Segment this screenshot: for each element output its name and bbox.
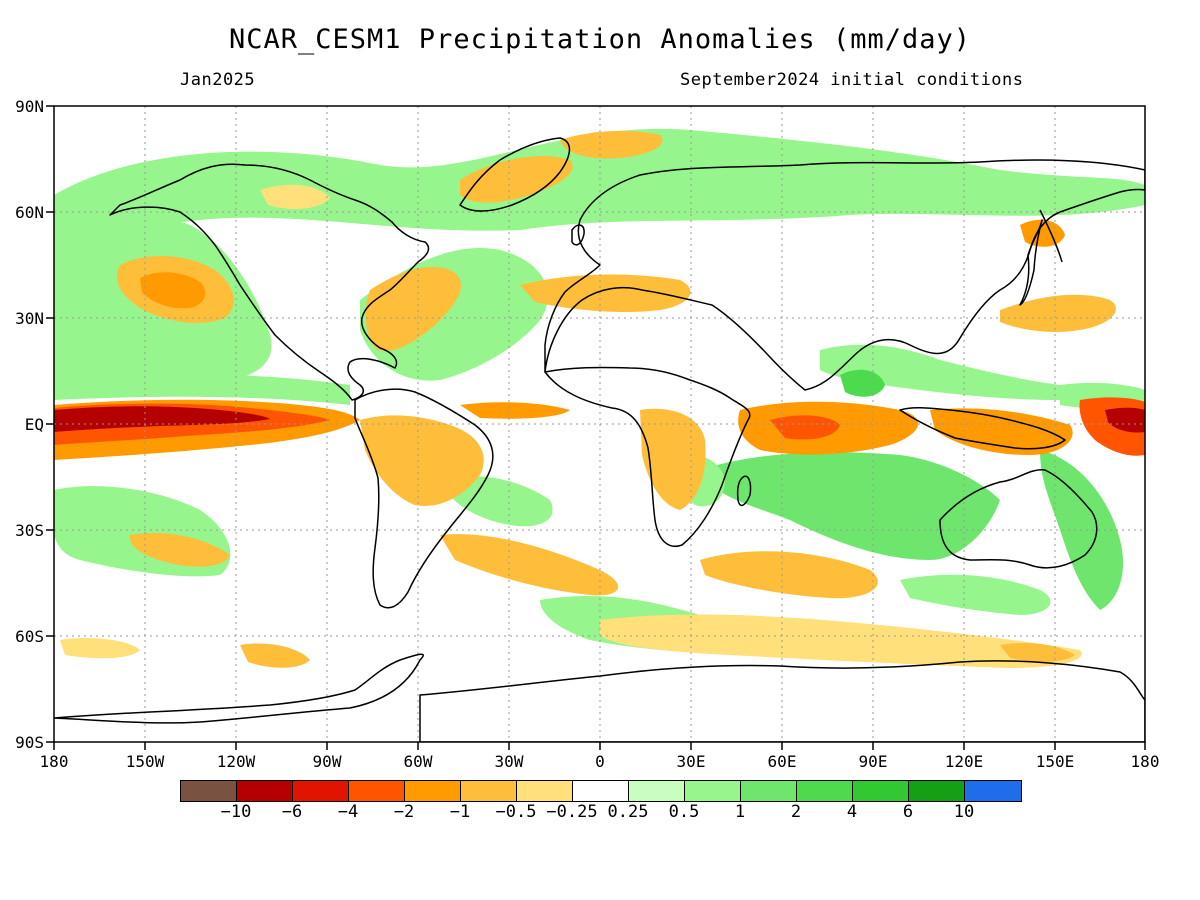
colorbar-box	[181, 781, 237, 801]
lon-label-90w: 90W	[312, 752, 342, 771]
initial-conditions: September2024 initial conditions	[680, 70, 1024, 90]
colorbar-box	[909, 781, 965, 801]
lon-label-60w: 60W	[403, 752, 433, 771]
colorbar-label: 4	[846, 802, 858, 822]
colorbar-box	[685, 781, 741, 801]
lat-label-90n: 90N	[15, 97, 44, 116]
colorbar-box	[293, 781, 349, 801]
coast-kamchatka	[1039, 209, 1063, 263]
colorbar-box	[853, 781, 909, 801]
lon-label-120w: 120W	[216, 752, 256, 771]
colorbar	[180, 780, 1022, 802]
anomaly-dry-north-atlantic-high	[260, 184, 330, 210]
lat-label-30n: 30N	[15, 309, 44, 328]
lat-label-60s: 60S	[15, 627, 44, 646]
lon-label-30e: 30E	[676, 752, 706, 771]
lat-label-60n: 60N	[15, 203, 44, 222]
lat-label-90s: 90S	[15, 733, 44, 752]
anomaly-field	[54, 128, 1145, 668]
colorbar-box	[629, 781, 685, 801]
coast-madagascar	[736, 475, 752, 507]
colorbar-label: 0.25	[607, 802, 649, 822]
valid-month: Jan2025	[180, 70, 256, 90]
colorbar-label: −6	[281, 802, 303, 822]
colorbar-label: −10	[220, 802, 252, 822]
colorbar-label: 10	[953, 802, 975, 822]
coast-uk	[571, 224, 585, 246]
coast-maritime-continent	[899, 406, 1066, 450]
coast-japan	[1019, 219, 1043, 306]
anomaly-dry-southern-ocean	[600, 614, 1082, 668]
anomaly-dry-europe	[520, 274, 691, 313]
coastlines	[54, 137, 1145, 742]
axis-ticks	[46, 105, 1146, 750]
colorbar-label: −1	[449, 802, 471, 822]
lon-label-120e: 120E	[944, 752, 984, 771]
coast-north-america	[109, 163, 430, 401]
colorbar-box	[517, 781, 573, 801]
anomaly-dry-greenland	[460, 156, 573, 203]
colorbar-label: 0.5	[668, 802, 700, 822]
colorbar-label: 2	[790, 802, 802, 822]
anomaly-dry-northwest-pacific	[1000, 294, 1116, 333]
colorbar-box	[237, 781, 293, 801]
anomaly-dry-southwest-atlantic	[240, 643, 310, 668]
page-title: NCAR_CESM1 Precipitation Anomalies (mm/d…	[229, 24, 971, 55]
anomaly-dry-south-america	[360, 415, 484, 506]
anomaly-dry-arctic	[560, 130, 663, 159]
anomaly-dry-north-atlantic	[365, 266, 461, 351]
lat-label-eq: EQ	[24, 415, 44, 434]
lon-label-0: 0	[595, 752, 605, 771]
coast-australia	[939, 469, 1098, 569]
colorbar-label: −2	[393, 802, 415, 822]
anomaly-wet-south-atlantic	[440, 476, 553, 527]
colorbar-box	[741, 781, 797, 801]
lat-label-30s: 30S	[15, 521, 44, 540]
anomaly-dry-maritime-continent	[930, 408, 1073, 455]
colorbar-box	[405, 781, 461, 801]
graticule	[54, 106, 1145, 742]
anomaly-wet-bay-of-bengal	[840, 369, 885, 397]
lon-label-90e: 90E	[858, 752, 888, 771]
colorbar-box	[461, 781, 517, 801]
colorbar-label: −0.25	[546, 802, 598, 822]
lon-label-30w: 30W	[494, 752, 524, 771]
anomaly-dry-west-indian-ocean	[770, 415, 840, 440]
anomaly-dry-equatorial-atlantic	[460, 402, 570, 419]
anomaly-wet-pacific-itcz-band	[54, 374, 350, 405]
coast-africa-south	[544, 366, 751, 547]
anomaly-wet-maritime-continent	[820, 344, 1060, 400]
lon-label-60e: 60E	[767, 752, 797, 771]
anomaly-wet-indian-ocean	[700, 452, 1000, 560]
anomaly-dry-central-africa	[640, 408, 706, 510]
lon-label-180e: 180	[1130, 752, 1160, 771]
colorbar-box	[573, 781, 629, 801]
colorbar-label: 6	[902, 802, 914, 822]
anomaly-dry-south-atlantic	[440, 534, 619, 596]
lon-label-180w: 180	[39, 752, 69, 771]
anomaly-dry-south-pacific	[129, 532, 230, 567]
colorbar-box	[965, 781, 1021, 801]
colorbar-label: −0.5	[495, 802, 537, 822]
anomaly-dry-southern-ocean-core	[1000, 643, 1075, 662]
coast-antarctica	[54, 653, 1145, 742]
anomaly-dry-southwest-pacific	[60, 638, 140, 659]
colorbar-box	[797, 781, 853, 801]
anomaly-dry-south-indian-ocean	[700, 551, 878, 599]
colorbar-box	[349, 781, 405, 801]
anomaly-heavy-dry-west-pacific	[1105, 407, 1145, 433]
anomaly-wet-south-indian-ocean	[900, 574, 1051, 615]
anomaly-heavy-dry-pacific-equatorial	[54, 406, 270, 432]
colorbar-label: −4	[337, 802, 359, 822]
lon-label-150w: 150W	[125, 752, 165, 771]
lon-label-150e: 150E	[1035, 752, 1075, 771]
coast-greenland	[459, 137, 571, 212]
colorbar-label: 1	[734, 802, 746, 822]
coast-south-america	[354, 388, 494, 609]
anomaly-dry-north-pacific-core	[140, 272, 206, 309]
